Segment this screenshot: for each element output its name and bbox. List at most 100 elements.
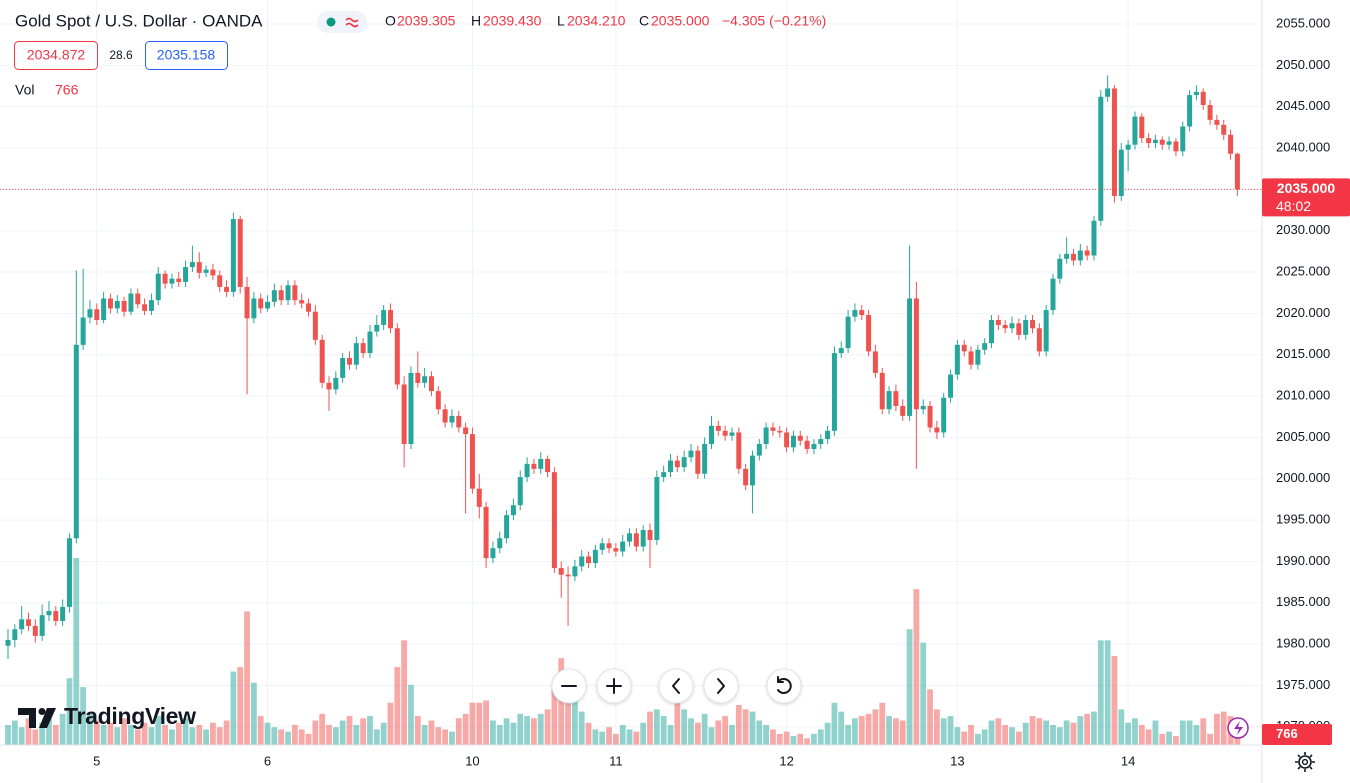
volume-bar [291,724,298,745]
candle-body [613,548,619,552]
status-dot [326,17,336,27]
volume-bar [619,724,626,745]
candle-body [1173,141,1179,152]
candle-body [278,290,284,301]
y-tick-label: 1990.000 [1276,553,1330,568]
candle-body [374,324,380,332]
volume-bar [387,702,394,745]
volume-bar [715,720,722,745]
volume-bar [52,724,59,745]
reset-button[interactable] [766,668,802,704]
y-tick-label: 2015.000 [1276,346,1330,361]
candle-body [244,286,250,319]
volume-bar [763,724,770,745]
brand-logo[interactable]: TradingView [18,703,196,729]
volume-bar [783,731,790,745]
volume-bar [373,729,380,745]
volume-bar [858,716,865,745]
candle-body [886,391,892,410]
volume-bar [845,724,851,745]
candle-body [32,625,38,636]
volume-bar [1111,655,1118,745]
volume-bar [141,722,148,745]
candle-body [1036,328,1042,352]
buy-button[interactable]: 2035.158 [145,41,228,70]
candle-body [1064,253,1070,259]
volume-bar [640,722,647,745]
candle-body [1118,149,1124,196]
volume-bar [496,724,503,745]
scroll-right-button[interactable] [703,668,739,704]
volume-bar [852,718,858,745]
y-tick-label: 2000.000 [1276,470,1330,485]
volume-bar [162,724,168,745]
volume-bar [517,713,524,745]
candle-body [114,300,120,309]
candle-body [545,458,551,473]
volume-bar [1009,727,1015,745]
candle-body [531,463,537,469]
candle-body [1050,278,1056,311]
volume-bar [175,722,182,745]
volume-bar [585,722,592,745]
candle-body [1098,96,1104,221]
volume-bar [681,709,688,745]
candle-body [224,286,230,292]
volume-bar [701,713,708,745]
candle-body [5,639,11,646]
last-volume-label: 766 [1276,726,1298,741]
volume-bar [1214,713,1220,745]
volume-bar [312,720,319,745]
volume-bar [694,722,701,745]
volume-bar [1125,722,1132,745]
overlay [0,188,1262,739]
volume-bar [278,729,285,745]
candle-body [606,543,612,549]
candle-body [381,310,387,325]
volume-bar [872,709,879,745]
volume-bar [633,731,640,745]
spread: 28.6 [109,48,133,62]
volume-bar [148,727,155,745]
candle-body [53,611,59,621]
volume-bar [899,720,906,745]
candle-body [893,391,899,406]
volume-bar [592,729,599,745]
candle-body [292,285,298,301]
volume-bars [5,558,1241,745]
candle-body [1016,323,1022,335]
candle-body [845,316,851,349]
candle-body [1043,310,1049,352]
volume-bar [1193,724,1200,745]
candle-body [387,310,393,329]
volume-bar [1077,716,1084,745]
market-status-badge[interactable] [317,11,367,33]
candle-body [579,556,585,567]
candle-body [39,615,45,636]
ohlc-value: 2039.305 [397,13,456,29]
zoom-out-button[interactable] [551,668,587,704]
candle-body [743,468,749,486]
zoom-in-button[interactable] [596,668,632,704]
candle-body [920,405,926,410]
candle-body [1009,323,1015,329]
scroll-left-button[interactable] [658,668,694,704]
settings-button[interactable] [1295,752,1315,772]
volume-bar [421,724,428,745]
candle-body [456,415,462,428]
candle-body [415,372,421,383]
axes: 1970.0001975.0001980.0001985.0001990.000… [93,15,1350,768]
candle-body [1111,88,1117,196]
volume-bar [73,558,80,745]
candle-body [647,530,653,540]
candle-body [333,377,339,390]
y-tick-label: 2025.000 [1276,263,1330,278]
sell-button[interactable]: 2034.872 [14,41,98,70]
volume-bar [606,727,612,745]
candle-body [818,439,824,445]
last-price-tag [1262,178,1350,217]
candle-body [87,309,93,318]
volume-bar [1015,731,1022,745]
candle-body [360,343,366,354]
volume-bar [865,713,872,745]
